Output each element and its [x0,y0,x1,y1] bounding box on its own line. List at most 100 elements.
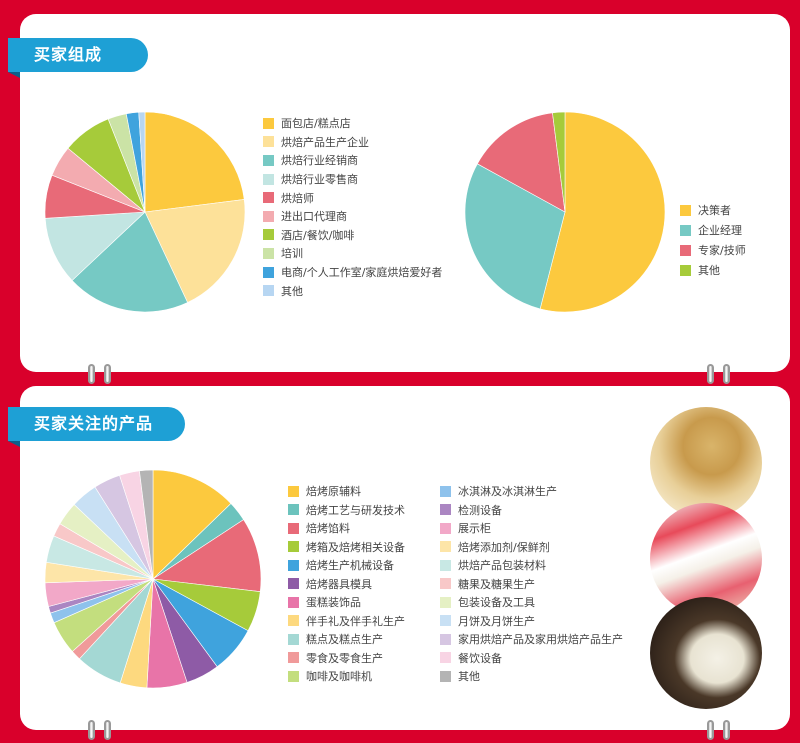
legend-item: 决策者 [680,200,746,220]
legend-label: 焙烤原辅料 [306,485,361,499]
legend-swatch [288,633,299,645]
legend-swatch [288,541,299,553]
legend-swatch [288,615,299,627]
legend-swatch [263,247,274,259]
legend-label: 专家/技师 [698,244,746,257]
legend-swatch [288,504,299,516]
legend-item: 焙烤工艺与研发技术 [288,501,405,520]
pie-slice [44,211,146,281]
legend-item: 培训 [263,244,442,263]
legend-swatch [680,204,691,216]
pie-slice [144,199,246,303]
legend-label: 冰淇淋及冰淇淋生产 [458,485,557,499]
mooncake-photo [650,407,762,519]
legend-item: 伴手礼及伴手礼生产 [288,612,405,631]
legend-buyer-roles: 决策者企业经理专家/技师其他 [680,200,746,280]
coffee-photo [650,597,762,709]
legend-label: 烘焙产品生产企业 [281,135,369,149]
legend-swatch [263,285,274,297]
legend-swatch [440,670,451,682]
pie-slice [152,469,232,580]
legend-swatch [440,522,451,534]
legend-label: 焙烤馅料 [306,522,350,536]
binder-ring [88,364,95,384]
legend-label: 进出口代理商 [281,210,347,224]
legend-swatch [440,559,451,571]
legend-label: 企业经理 [698,224,742,237]
legend-label: 咖啡及咖啡机 [306,670,372,684]
pie-slice [464,163,566,310]
pie-slice [476,112,566,213]
legend-item: 糖果及糖果生产 [440,575,623,594]
binder-ring [707,720,714,740]
legend-item: 其他 [263,281,442,300]
legend-label: 烘焙行业经销商 [281,154,358,168]
legend-label: 检测设备 [458,503,502,517]
legend-item: 包装设备及工具 [440,593,623,612]
legend-products-col1: 焙烤原辅料焙烤工艺与研发技术 焙烤馅料烤箱及焙烤相关设备焙烤生产机械设备焙烤器具模… [288,482,405,686]
legend-swatch [288,652,299,664]
legend-label: 伴手礼及伴手礼生产 [306,614,405,628]
legend-label: 烘焙行业零售商 [281,173,358,187]
legend-item: 展示柜 [440,519,623,538]
legend-swatch [440,504,451,516]
legend-label: 面包店/糕点店 [281,117,351,131]
legend-item: 烘焙行业零售商 [263,170,442,189]
gift-pastry-photo [650,503,762,615]
legend-item: 月饼及月饼生产 [440,612,623,631]
legend-label: 糖果及糖果生产 [458,577,535,591]
pie-chart-buyer-roles [464,111,666,313]
legend-swatch [288,559,299,571]
binder-ring [707,364,714,384]
pie-slice [539,111,666,313]
legend-item: 焙烤器具模具 [288,575,405,594]
legend-label: 家用烘焙产品及家用烘焙产品生产 [458,633,623,647]
buyer-products-title: 买家关注的产品 [8,407,185,447]
buyer-composition-title: 买家组成 [8,38,148,78]
legend-swatch [288,578,299,590]
pie-slice [138,111,146,213]
legend-item: 家用烘焙产品及家用烘焙产品生产 [440,630,623,649]
legend-label: 焙烤器具模具 [306,577,372,591]
legend-item: 咖啡及咖啡机 [288,667,405,686]
binder-ring [104,364,111,384]
legend-item: 焙烤添加剂/保鲜剂 [440,538,623,557]
legend-item: 焙烤生产机械设备 [288,556,405,575]
legend-item: 烘焙行业经销商 [263,151,442,170]
legend-label: 焙烤工艺与研发技术 [306,503,405,517]
legend-swatch [440,596,451,608]
legend-swatch [263,136,274,148]
legend-swatch [288,596,299,608]
legend-swatch [680,264,691,276]
legend-item: 烘焙师 [263,188,442,207]
legend-item: 进出口代理商 [263,207,442,226]
legend-swatch [680,224,691,236]
legend-swatch [263,229,274,241]
legend-label: 其他 [458,670,480,684]
legend-products-col2: 冰淇淋及冰淇淋生产 检测设备 展示柜 焙烤添加剂/保鲜剂 烘焙产品包装材料 糖果及糖果生产… [440,482,623,686]
legend-item: 焙烤原辅料 [288,482,405,501]
legend-item: 电商/个人工作室/家庭烘焙爱好者 [263,263,442,282]
legend-label: 酒店/餐饮/咖啡 [281,228,355,242]
legend-item: 其他 [680,260,746,280]
legend-item: 其他 [440,667,623,686]
legend-swatch [263,173,274,185]
legend-buyer-types: 面包店/糕点店烘焙产品生产企业 烘焙行业经销商 烘焙行业零售商 烘焙师进出口代理商 酒店… [263,114,442,300]
legend-item: 烤箱及焙烤相关设备 [288,538,405,557]
legend-label: 烤箱及焙烤相关设备 [306,540,405,554]
legend-swatch [263,117,274,129]
legend-label: 其他 [281,284,303,298]
binder-ring [104,720,111,740]
legend-item: 糕点及糕点生产 [288,630,405,649]
pie-slice [71,211,188,313]
legend-swatch [440,485,451,497]
legend-label: 展示柜 [458,522,491,536]
legend-label: 蛋糕装饰品 [306,596,361,610]
legend-swatch [263,154,274,166]
legend-item: 冰淇淋及冰淇淋生产 [440,482,623,501]
legend-label: 包装设备及工具 [458,596,535,610]
legend-item: 烘焙产品生产企业 [263,133,442,152]
legend-label: 零食及零食生产 [306,651,383,665]
pie-slice [139,469,154,580]
legend-item: 专家/技师 [680,240,746,260]
